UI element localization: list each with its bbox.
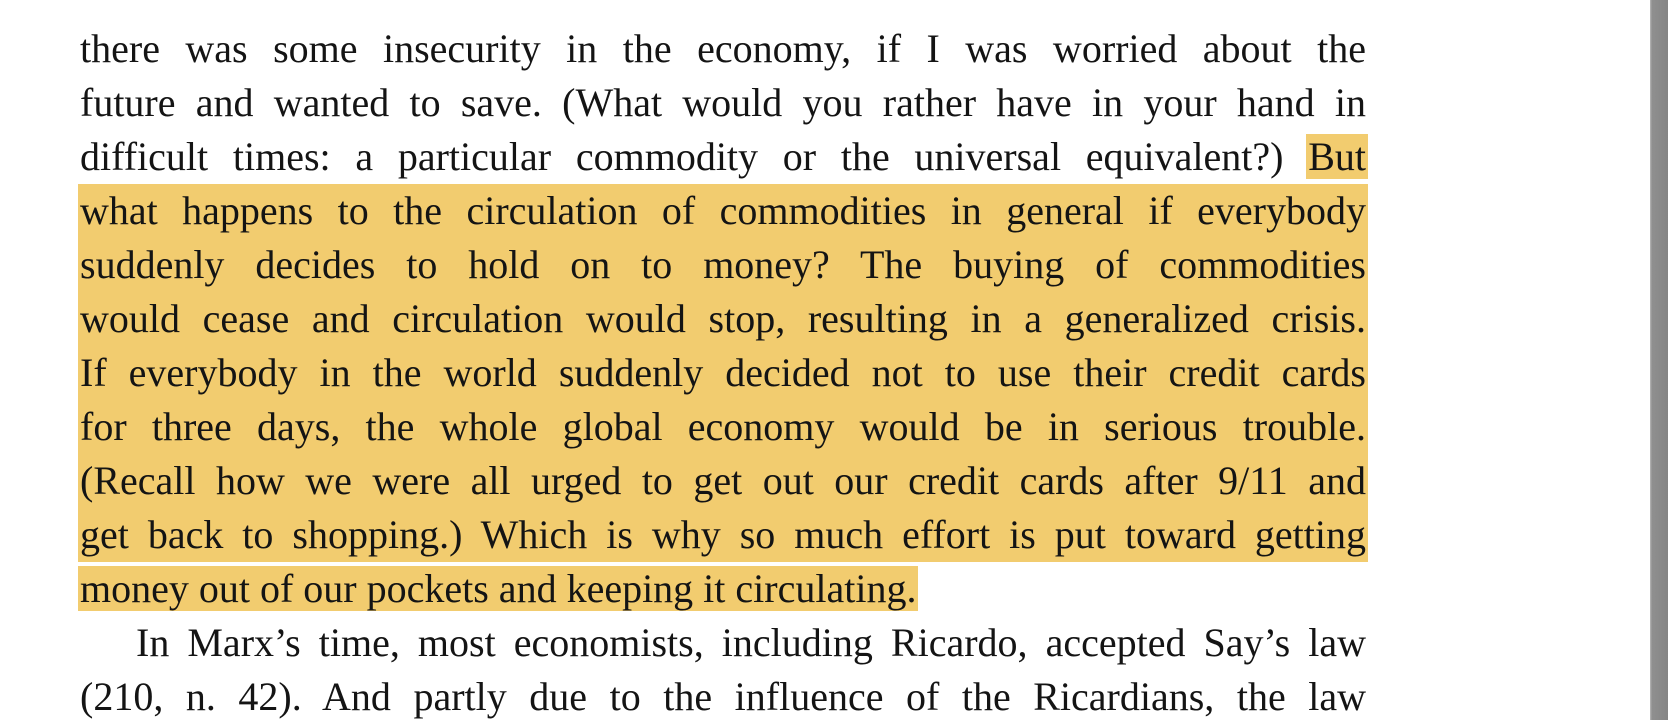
highlighted-text[interactable]: would cease and circulation would stop, …	[78, 292, 1368, 346]
line-text: future and wanted to save. (What would y…	[80, 80, 1366, 125]
line-text: In Marx’s time, most economists, includi…	[136, 620, 1366, 665]
page-text: there was some insecurity in the economy…	[78, 22, 1368, 720]
highlighted-text[interactable]: money out of our pockets and keeping it …	[78, 566, 919, 611]
line-text: difficult times: a particular commodity …	[80, 134, 1309, 179]
text-line-2: future and wanted to save. (What would y…	[80, 76, 1366, 130]
line-text: there was some insecurity in the economy…	[80, 26, 1366, 71]
highlighted-text[interactable]: suddenly decides to hold on to money? Th…	[78, 238, 1368, 292]
highlighted-text[interactable]: what happens to the circulation of commo…	[78, 184, 1368, 238]
text-line-8: for three days, the whole global economy…	[78, 400, 1368, 454]
text-line-10: get back to shopping.) Which is why so m…	[78, 508, 1368, 562]
scrollbar[interactable]	[1650, 0, 1668, 720]
highlighted-text[interactable]: get back to shopping.) Which is why so m…	[78, 508, 1368, 562]
text-line-1: there was some insecurity in the economy…	[80, 22, 1366, 76]
text-line-5: suddenly decides to hold on to money? Th…	[78, 238, 1368, 292]
text-line-7: If everybody in the world suddenly decid…	[78, 346, 1368, 400]
text-line-13: (210, n. 42). And partly due to the infl…	[80, 670, 1366, 720]
text-line-4: what happens to the circulation of commo…	[78, 184, 1368, 238]
text-line-12: In Marx’s time, most economists, includi…	[80, 616, 1366, 670]
text-line-3: difficult times: a particular commodity …	[80, 130, 1368, 184]
highlighted-text[interactable]: If everybody in the world suddenly decid…	[78, 346, 1368, 400]
highlighted-text[interactable]: for three days, the whole global economy…	[78, 400, 1368, 454]
text-line-6: would cease and circulation would stop, …	[78, 292, 1368, 346]
text-line-11: money out of our pockets and keeping it …	[78, 562, 1366, 616]
line-text: (210, n. 42). And partly due to the infl…	[80, 674, 1366, 719]
highlighted-text[interactable]: But	[1306, 134, 1368, 179]
text-line-9: (Recall how we were all urged to get out…	[78, 454, 1368, 508]
highlighted-text[interactable]: (Recall how we were all urged to get out…	[78, 454, 1368, 508]
